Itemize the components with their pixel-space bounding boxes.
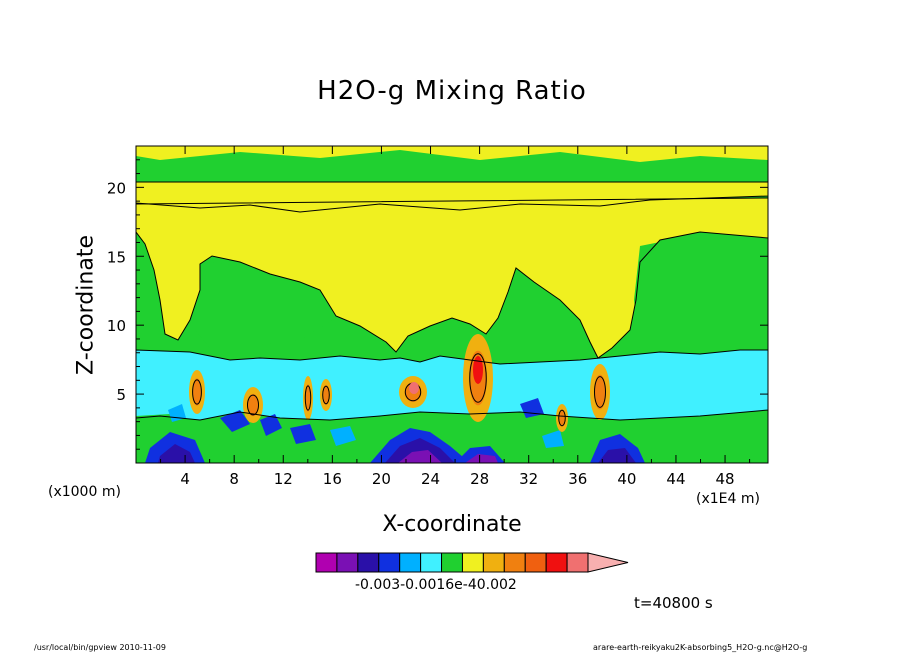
colorbar-swatch-4: [399, 552, 422, 573]
plot-frame: [135, 145, 769, 464]
yellow-mid-region: [136, 198, 768, 358]
cyan-lower-layer: [136, 350, 768, 420]
colorbar-swatch-2: [357, 552, 380, 573]
core-x5-contour: [192, 379, 202, 405]
core-x34-contour: [558, 409, 566, 427]
navy-min-x5: [158, 444, 195, 463]
core-x28-max: [473, 356, 483, 384]
yellow-mid-region-contour: [136, 197, 768, 359]
chart-title: H2O-g Mixing Ratio: [317, 76, 587, 106]
core-x14-inner: [305, 384, 311, 412]
core-x22-max: [409, 382, 419, 394]
field-layer: [136, 146, 768, 463]
x-tick-label-28: 28: [470, 470, 489, 488]
x-tick-label-40: 40: [617, 470, 636, 488]
x-tick-label-36: 36: [568, 470, 587, 488]
x-tick-label-16: 16: [323, 470, 342, 488]
core-x38-inner: [594, 374, 606, 410]
colorbar-swatch-3: [378, 552, 401, 573]
core-x10-inner: [247, 393, 259, 417]
y-tick-label-10: 10: [107, 317, 126, 335]
colorbar-swatch-8: [482, 552, 505, 573]
blue-blob-x13: [290, 424, 316, 444]
navy-min-x22: [385, 438, 455, 463]
blue-blob-x9: [220, 410, 250, 432]
core-x14-contour: [304, 385, 312, 411]
x-tick-label-32: 32: [519, 470, 538, 488]
colorbar-swatch-10: [524, 552, 547, 573]
sky-blob-x16: [330, 426, 356, 446]
core-x10-contour: [247, 394, 259, 416]
colorbar-swatch-7: [461, 552, 484, 573]
core-x5-inner: [192, 378, 202, 406]
green-pocket-left: [195, 262, 336, 348]
yellow-top-streaks: [136, 146, 768, 162]
footer-left: /usr/local/bin/gpview 2010-11-09: [34, 643, 166, 652]
cyan-lower-layer-contour: [136, 349, 768, 421]
green-pocket-right: [500, 272, 590, 348]
core-x38-contour: [594, 376, 606, 408]
colorbar-swatch-12: [566, 552, 589, 573]
time-label: t=40800 s: [634, 594, 713, 612]
y-tick-label-20: 20: [107, 179, 126, 197]
colorbar-swatch-11: [545, 552, 568, 573]
x-tick-label-8: 8: [229, 470, 239, 488]
x-tick-label-12: 12: [274, 470, 293, 488]
colorbar-swatch-0: [315, 552, 338, 573]
x-tick-label-20: 20: [372, 470, 391, 488]
x-tick-label-44: 44: [666, 470, 685, 488]
core-x34-inner: [558, 409, 566, 427]
colorbar-swatch-1: [336, 552, 359, 573]
y-tick-label-15: 15: [107, 248, 126, 266]
x-tick-label-4: 4: [180, 470, 190, 488]
colorbar-swatch-5: [420, 552, 443, 573]
x-tick-label-24: 24: [421, 470, 440, 488]
green-right-column: [634, 234, 768, 352]
x-tick-label-48: 48: [716, 470, 735, 488]
sky-blob-x33: [542, 430, 564, 448]
y-tick-label-5: 5: [116, 386, 126, 404]
colorbar-labels: -0.003-0.0016e-40.002: [355, 577, 517, 593]
footer-right: arare-earth-reikyaku2K-absorbing5_H2O-g.…: [593, 643, 808, 652]
colorbar-swatch-6: [441, 552, 463, 573]
core-x16-contour: [322, 385, 330, 405]
yellow-band-20km-contour: [136, 181, 768, 213]
x-unit-left: (x1000 m): [48, 484, 121, 500]
colorbar-arrow: [587, 552, 629, 573]
x-unit-right: (x1E4 m): [696, 491, 760, 507]
purple-min-x27: [465, 454, 498, 463]
core-x16-inner: [322, 385, 330, 405]
x-axis-label: X-coordinate: [382, 512, 522, 537]
colorbar-swatch-9: [503, 552, 526, 573]
blue-blob-x11: [260, 414, 282, 436]
core-x28-contour: [469, 353, 487, 403]
